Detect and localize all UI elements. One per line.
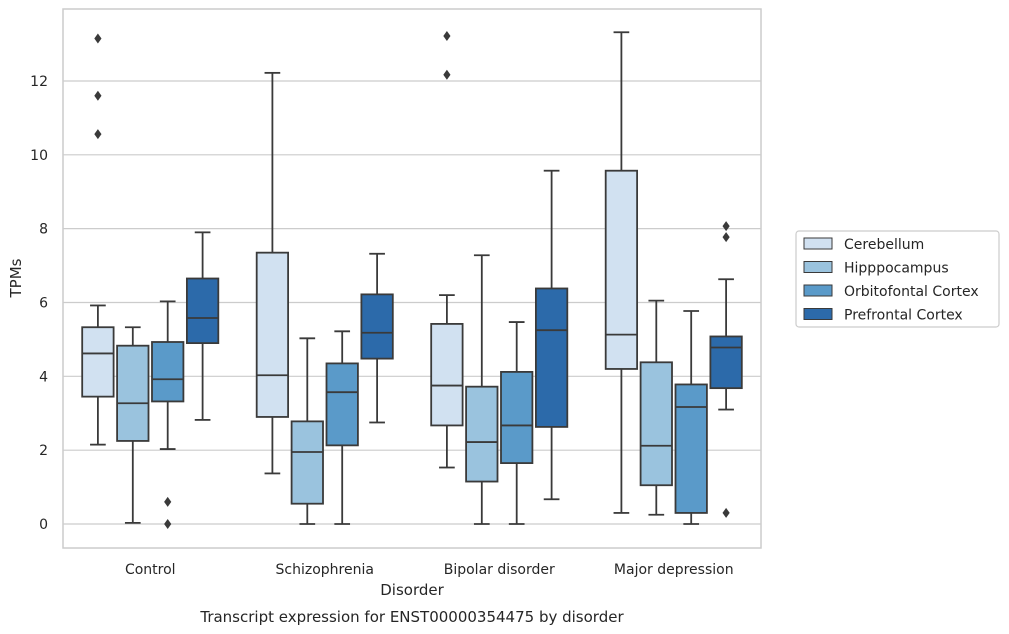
x-tick-label: Control <box>125 562 176 578</box>
legend-swatch <box>803 261 833 273</box>
y-tick-label: 2 <box>39 443 48 459</box>
box <box>465 385 499 483</box>
legend-frame <box>795 230 1000 328</box>
box <box>255 251 290 418</box>
legend-swatch <box>803 237 833 250</box>
box <box>360 293 394 360</box>
y-tick-label: 12 <box>30 74 48 90</box>
x-axis-label: Disorder <box>380 581 444 599</box>
x-tick-label: Bipolar disorder <box>444 562 555 578</box>
box <box>430 323 464 427</box>
y-tick-label: 0 <box>39 517 48 533</box>
box-group <box>430 30 464 469</box>
box-groups <box>81 30 743 530</box>
box-group <box>465 254 499 525</box>
box <box>534 287 569 428</box>
outlier-point <box>443 69 451 80</box>
y-tick-label: 8 <box>39 222 48 238</box>
y-axis-label: TPMs <box>7 258 25 298</box>
box <box>185 277 220 345</box>
box-group <box>500 321 534 525</box>
chart-title: Transcript expression for ENST0000035447… <box>199 608 624 626</box>
outlier-point <box>94 33 102 44</box>
box <box>116 344 150 442</box>
outlier-point <box>164 496 172 507</box>
box-group <box>81 33 115 446</box>
outlier-point <box>722 221 730 232</box>
box-group <box>360 252 394 424</box>
box-group <box>534 169 569 501</box>
box <box>81 326 115 398</box>
box-group <box>639 299 673 516</box>
y-axis-ticks: 0 2 4 6 8 10 12 <box>30 74 48 533</box>
plot-frame <box>62 8 762 549</box>
box-group <box>290 337 324 525</box>
x-tick-label: Major depression <box>614 562 734 578</box>
box-group <box>255 71 290 475</box>
x-tick-label: Schizophrenia <box>276 562 374 578</box>
legend-label: Prefrontal Cortex <box>844 308 963 324</box>
legend-label: Orbitofontal Cortex <box>844 284 979 300</box>
outlier-point <box>722 232 730 243</box>
box <box>639 361 673 487</box>
box <box>709 335 743 390</box>
x-axis-ticks: Control Schizophrenia Bipolar disorder Majo… <box>125 562 734 578</box>
box-group <box>674 310 708 525</box>
box-group <box>151 300 185 530</box>
y-tick-label: 10 <box>30 148 48 164</box>
outlier-point <box>94 90 102 101</box>
legend: Cerebellum Hipppocampus Orbitofontal Corte… <box>795 230 1000 328</box>
box <box>290 420 324 505</box>
outlier-point <box>164 519 172 530</box>
legend-label: Cerebellum <box>844 237 924 253</box>
box-group <box>604 31 639 514</box>
box-group <box>185 231 220 421</box>
box <box>674 383 708 514</box>
box <box>325 362 359 447</box>
box-group <box>325 330 359 525</box>
outlier-point <box>94 129 102 140</box>
box <box>500 371 534 464</box>
box-group <box>709 221 743 518</box>
box-group <box>116 326 150 524</box>
legend-swatch <box>803 308 833 320</box>
y-tick-label: 4 <box>39 369 48 385</box>
outlier-point <box>443 30 451 41</box>
y-tick-label: 6 <box>39 295 48 311</box>
legend-label: Hipppocampus <box>844 261 949 277</box>
legend-swatch <box>803 284 833 297</box>
box <box>151 341 185 403</box>
outlier-point <box>722 507 730 518</box>
box <box>604 169 639 370</box>
